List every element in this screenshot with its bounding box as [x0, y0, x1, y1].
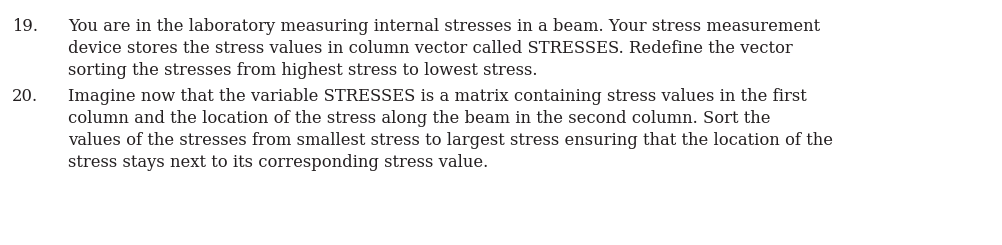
Text: column and the location of the stress along the beam in the second column. Sort : column and the location of the stress al… — [68, 110, 771, 127]
Text: sorting the stresses from highest stress to lowest stress.: sorting the stresses from highest stress… — [68, 62, 537, 79]
Text: 20.: 20. — [12, 88, 38, 105]
Text: values of the stresses from smallest stress to largest stress ensuring that the : values of the stresses from smallest str… — [68, 132, 833, 149]
Text: You are in the laboratory measuring internal stresses in a beam. Your stress mea: You are in the laboratory measuring inte… — [68, 18, 820, 35]
Text: device stores the stress values in column vector called STRESSES. Redefine the v: device stores the stress values in colum… — [68, 40, 793, 57]
Text: stress stays next to its corresponding stress value.: stress stays next to its corresponding s… — [68, 154, 488, 171]
Text: Imagine now that the variable STRESSES is a matrix containing stress values in t: Imagine now that the variable STRESSES i… — [68, 88, 807, 105]
Text: 19.: 19. — [12, 18, 38, 35]
